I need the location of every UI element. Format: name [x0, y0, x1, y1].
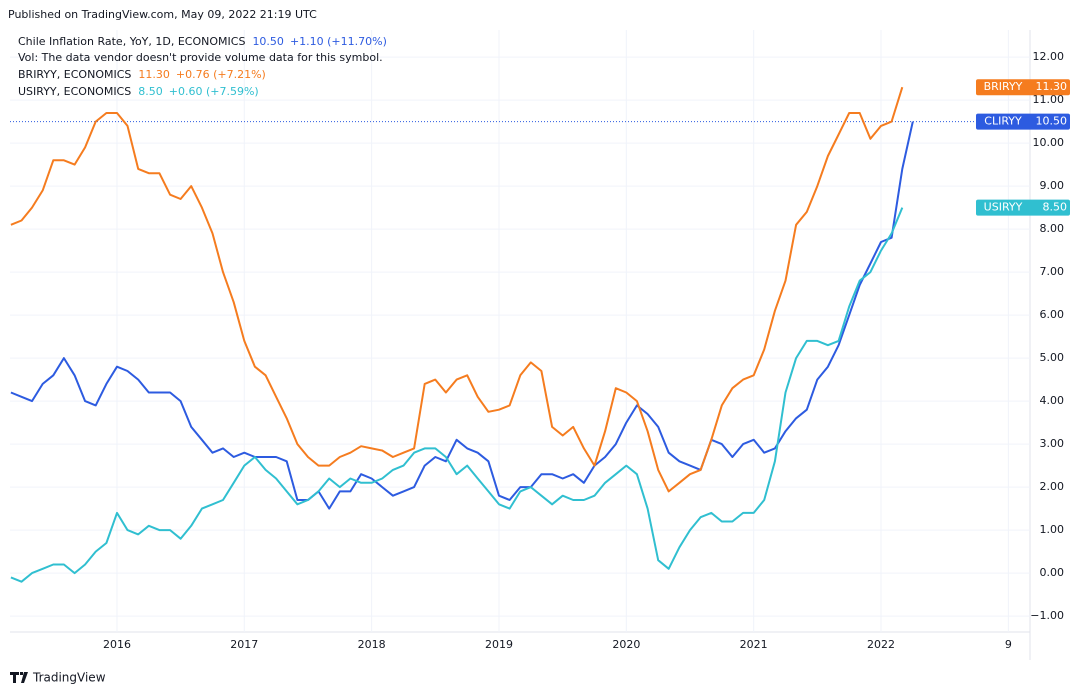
brand-logo	[10, 672, 28, 683]
published-note: Published on TradingView.com, May 09, 20…	[8, 8, 317, 21]
price-tag	[976, 79, 1070, 96]
price-tag-name: BRIRYY	[984, 80, 1023, 93]
y-tick-label: 2.00	[1040, 480, 1065, 493]
y-tick-label: 12.00	[1033, 50, 1065, 63]
brand: TradingView	[10, 671, 106, 685]
y-tick-label: 1.00	[1040, 523, 1065, 536]
y-tick-label: 10.00	[1033, 136, 1065, 149]
x-tick-label: 2021	[740, 638, 768, 651]
brand-name: TradingView	[32, 671, 106, 685]
x-tick-label: 2016	[103, 638, 131, 651]
price-tag	[976, 113, 1070, 130]
legend-row: BRIRYY, ECONOMICS 11.30 +0.76 (+7.21%)	[18, 68, 266, 81]
y-tick-label: 9.00	[1040, 179, 1065, 192]
price-tag-value: 11.30	[1036, 80, 1068, 93]
series-line	[10, 86, 904, 493]
volume-note: Vol: The data vendor doesn't provide vol…	[18, 51, 383, 64]
x-tick-label: 2017	[230, 638, 258, 651]
legend-change: +0.76 (+7.21%)	[176, 68, 266, 81]
x-tick-label: 2019	[485, 638, 513, 651]
legend-change: +0.60 (+7.59%)	[169, 85, 259, 98]
legend-value: 8.50	[138, 85, 163, 98]
x-tick-label: 2020	[612, 638, 640, 651]
y-tick-label: 4.00	[1040, 394, 1065, 407]
y-tick-label: 6.00	[1040, 308, 1065, 321]
y-tick-label: −1.00	[1030, 609, 1064, 622]
x-tick-label: 2022	[867, 638, 895, 651]
x-tick-label: 9	[1005, 638, 1012, 651]
x-tick-label: 2018	[358, 638, 386, 651]
price-tag-name: USIRYY	[984, 201, 1023, 214]
legend-value: 10.50	[252, 35, 284, 48]
price-tag	[976, 199, 1070, 216]
price-tag-value: 10.50	[1036, 115, 1068, 128]
y-tick-label: 11.00	[1033, 93, 1065, 106]
legend-row: Chile Inflation Rate, YoY, 1D, ECONOMICS…	[18, 35, 387, 48]
price-tag-value: 8.50	[1043, 201, 1068, 214]
y-tick-label: 0.00	[1040, 566, 1065, 579]
y-tick-label: 7.00	[1040, 265, 1065, 278]
price-tag-name: CLIRYY	[984, 115, 1022, 128]
y-tick-label: 5.00	[1040, 351, 1065, 364]
series-line	[10, 121, 914, 510]
legend-row: USIRYY, ECONOMICS 8.50 +0.60 (+7.59%)	[18, 85, 259, 98]
legend-title: USIRYY, ECONOMICS	[18, 85, 131, 98]
legend-change: +1.10 (+11.70%)	[290, 35, 387, 48]
y-tick-label: 8.00	[1040, 222, 1065, 235]
series-line	[10, 207, 904, 583]
y-tick-label: 3.00	[1040, 437, 1065, 450]
legend-title: BRIRYY, ECONOMICS	[18, 68, 131, 81]
legend-value: 11.30	[138, 68, 170, 81]
legend-title: Chile Inflation Rate, YoY, 1D, ECONOMICS	[18, 35, 245, 48]
